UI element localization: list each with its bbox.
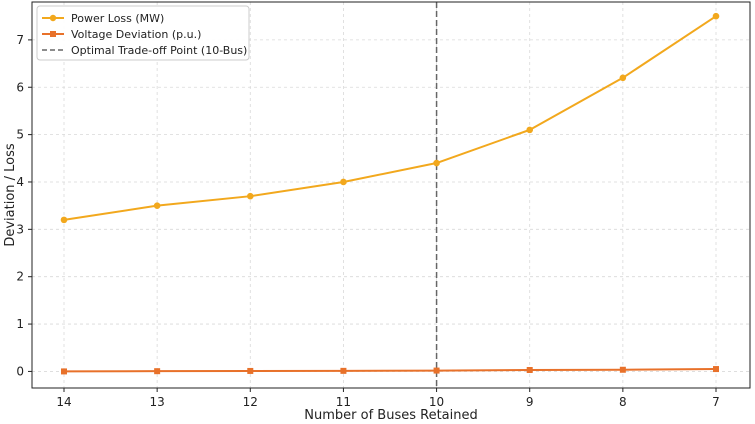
series-line-1 xyxy=(63,368,717,373)
legend-marker-power-loss xyxy=(49,14,57,22)
y-tick-label: 0 xyxy=(16,364,24,378)
x-tick-label: 13 xyxy=(150,395,165,409)
y-tick-label: 1 xyxy=(16,317,24,331)
y-tick-label: 2 xyxy=(16,270,24,284)
legend-entry-voltage-deviation: Voltage Deviation (p.u.) xyxy=(42,28,201,41)
data-point xyxy=(61,368,67,375)
x-axis: 14 13 12 11 10 9 8 7 xyxy=(56,388,720,409)
data-point xyxy=(619,74,627,82)
legend-label-voltage-deviation: Voltage Deviation (p.u.) xyxy=(71,28,201,41)
legend-label-power-loss: Power Loss (MW) xyxy=(71,12,164,25)
y-tick-label: 6 xyxy=(16,80,24,94)
data-point xyxy=(713,366,719,373)
data-point xyxy=(246,192,254,200)
x-tick-label: 8 xyxy=(619,395,627,409)
data-point xyxy=(247,367,254,374)
plot-frame xyxy=(31,1,751,389)
y-axis-label: Deviation / Loss xyxy=(3,143,18,247)
x-tick-label: 10 xyxy=(429,395,444,409)
x-tick-label: 9 xyxy=(526,395,534,409)
legend-box xyxy=(36,5,250,61)
legend-label-optimal-point: Optimal Trade-off Point (10-Bus) xyxy=(71,44,247,57)
y-axis: 0 1 2 3 4 5 6 7 xyxy=(16,33,32,378)
legend: Power Loss (MW) Voltage Deviation (p.u.)… xyxy=(36,5,250,61)
data-point xyxy=(154,368,161,375)
data-point xyxy=(619,366,626,373)
data-point xyxy=(433,367,440,374)
y-tick-label: 7 xyxy=(16,33,24,47)
x-tick-label: 7 xyxy=(712,395,720,409)
x-axis-label: Number of Buses Retained xyxy=(304,408,477,423)
y-tick-label: 4 xyxy=(16,175,24,189)
data-point xyxy=(340,178,347,186)
data-point xyxy=(526,367,533,374)
data-point xyxy=(712,12,720,20)
x-tick-label: 14 xyxy=(56,395,71,409)
y-tick-label: 3 xyxy=(16,222,24,236)
data-point xyxy=(526,126,534,134)
series-group xyxy=(60,12,720,375)
data-point xyxy=(340,367,347,374)
data-point xyxy=(153,202,161,209)
legend-entry-power-loss: Power Loss (MW) xyxy=(42,12,164,25)
legend-entry-optimal-point: Optimal Trade-off Point (10-Bus) xyxy=(42,44,247,57)
data-point xyxy=(433,159,440,167)
series-line-0 xyxy=(63,15,717,221)
data-point xyxy=(60,216,68,224)
y-tick-label: 5 xyxy=(16,128,24,142)
x-tick-label: 11 xyxy=(336,395,351,409)
x-tick-label: 12 xyxy=(243,395,258,409)
legend-marker-voltage-deviation xyxy=(50,31,56,37)
